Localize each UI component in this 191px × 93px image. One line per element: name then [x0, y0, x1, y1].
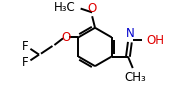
Text: H₃C: H₃C	[54, 1, 76, 14]
Text: O: O	[87, 2, 97, 15]
Text: N: N	[125, 27, 134, 40]
Text: OH: OH	[146, 34, 164, 47]
Text: O: O	[61, 31, 70, 44]
Text: CH₃: CH₃	[125, 71, 146, 84]
Text: F: F	[22, 40, 28, 53]
Text: F: F	[22, 56, 28, 69]
